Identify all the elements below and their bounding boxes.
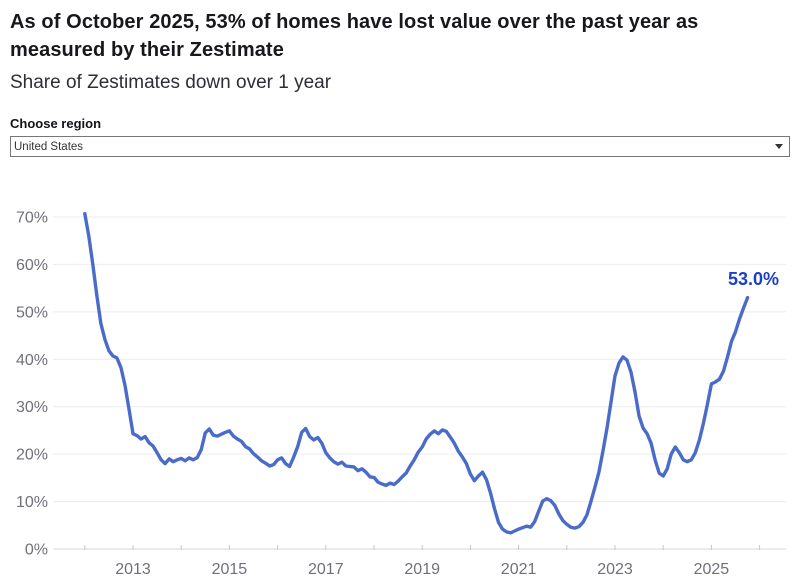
y-axis-label-10: 10% [16, 494, 48, 511]
x-axis-label-2019: 2019 [404, 561, 440, 578]
x-axis-label-2023: 2023 [597, 561, 633, 578]
y-axis-label-30: 30% [16, 399, 48, 416]
y-axis-label-50: 50% [16, 304, 48, 321]
page-title: As of October 2025, 53% of homes have lo… [10, 11, 699, 61]
x-axis-label-2013: 2013 [115, 561, 151, 578]
page-subtitle: Share of Zestimates down over 1 year [10, 72, 332, 93]
x-axis-label-2021: 2021 [501, 561, 537, 578]
x-axis-label-2017: 2017 [308, 561, 344, 578]
y-axis-label-40: 40% [16, 352, 48, 369]
y-axis-label-0: 0% [25, 542, 48, 559]
region-select-wrap: United States [10, 136, 790, 157]
x-axis-label-2025: 2025 [694, 561, 730, 578]
region-select[interactable]: United States [10, 136, 790, 157]
y-axis-label-60: 60% [16, 257, 48, 274]
y-axis-label-20: 20% [16, 447, 48, 464]
y-axis-label-70: 70% [16, 209, 48, 226]
end-value-label: 53.0% [728, 269, 779, 289]
x-axis-label-2015: 2015 [212, 561, 248, 578]
region-select-label: Choose region [10, 116, 102, 131]
zestimates-down-line-chart: 0% 10% 20% 30% 40% 50% 60% 70% 2013 2015 2017 2019 2… [16, 209, 786, 578]
zestimates-down-series-line [83, 212, 750, 535]
